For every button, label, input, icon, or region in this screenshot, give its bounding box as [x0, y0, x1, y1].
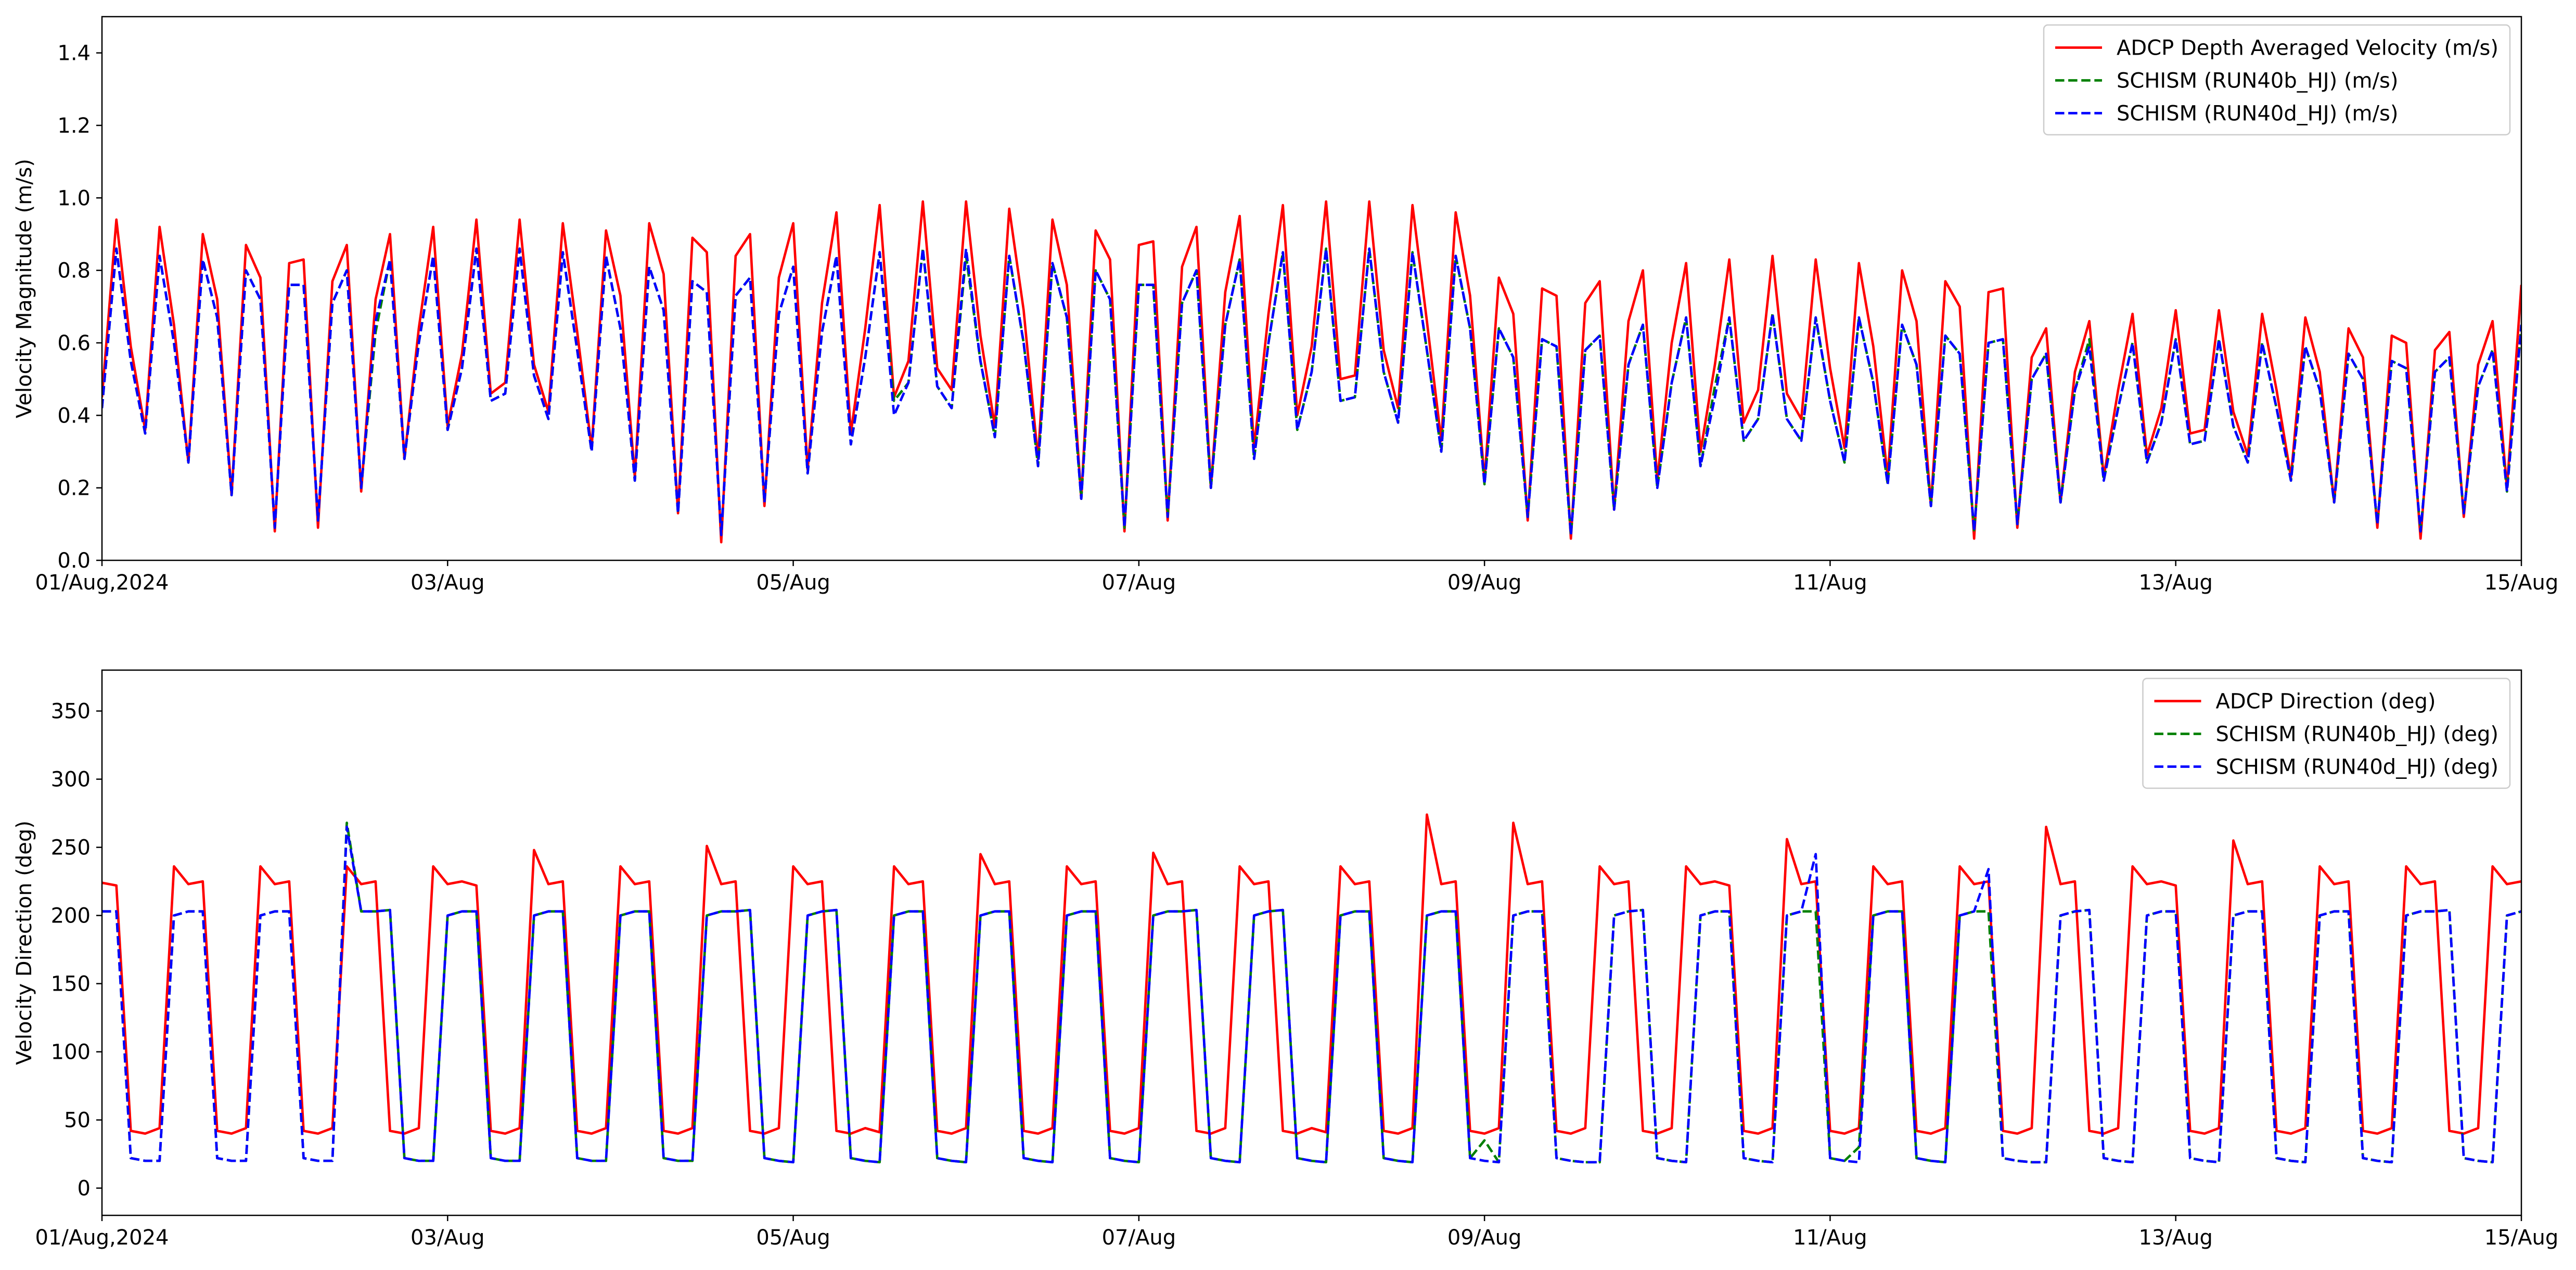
legend-label: ADCP Depth Averaged Velocity (m/s)	[2117, 36, 2498, 60]
y-tick-label: 0.0	[57, 549, 91, 573]
y-tick-label: 350	[51, 700, 91, 724]
x-tick-label: 15/Aug	[2484, 1226, 2558, 1250]
x-tick-label: 13/Aug	[2138, 571, 2212, 595]
y-tick-label: 200	[51, 904, 91, 928]
y-tick-label: 0.6	[57, 331, 91, 355]
y-tick-label: 100	[51, 1041, 91, 1064]
axes-frame	[101, 669, 2522, 1216]
legend-label: ADCP Direction (deg)	[2216, 690, 2436, 714]
data-line	[102, 813, 2521, 1135]
x-tick-label: 03/Aug	[411, 1226, 484, 1250]
data-line	[102, 825, 2521, 1164]
y-tick-label: 0	[78, 1177, 91, 1201]
legend-label: SCHISM (RUN40d_HJ) (deg)	[2216, 755, 2499, 779]
y-tick-label: 300	[51, 768, 91, 792]
y-tick-label: 0.8	[57, 259, 91, 283]
x-tick-label: 11/Aug	[1793, 571, 1867, 595]
x-tick-label: 01/Aug,2024	[35, 571, 169, 595]
x-tick-label: 01/Aug,2024	[35, 1226, 169, 1250]
legend-box	[2142, 677, 2511, 789]
x-tick-label: 03/Aug	[411, 571, 484, 595]
x-tick-label: 07/Aug	[1102, 1226, 1176, 1250]
x-tick-label: 09/Aug	[1447, 571, 1521, 595]
x-tick-label: 15/Aug	[2484, 571, 2558, 595]
y-tick-label: 1.0	[57, 186, 91, 210]
x-tick-label: 05/Aug	[756, 1226, 830, 1250]
y-tick-label: 0.4	[57, 404, 91, 428]
legend: ADCP Depth Averaged Velocity (m/s) SCHISM…	[2043, 24, 2511, 136]
data-line	[102, 247, 2521, 536]
y-tick-label: 50	[64, 1109, 91, 1133]
y-axis-label: Velocity Magnitude (m/s)	[12, 159, 36, 418]
legend: ADCP Direction (deg) SCHISM (RUN40b_HJ) (…	[2142, 677, 2511, 789]
y-tick-label: 1.4	[57, 42, 91, 66]
legend-label: SCHISM (RUN40d_HJ) (m/s)	[2117, 102, 2398, 126]
legend-box	[2043, 24, 2511, 136]
y-tick-label: 0.2	[57, 477, 91, 501]
x-tick-label: 05/Aug	[756, 571, 830, 595]
x-tick-label: 07/Aug	[1102, 571, 1176, 595]
legend-label: SCHISM (RUN40b_HJ) (deg)	[2216, 723, 2499, 747]
x-tick-label: 09/Aug	[1447, 1226, 1521, 1250]
axes-frame	[101, 16, 2522, 561]
x-tick-label: 11/Aug	[1793, 1226, 1867, 1250]
legend-label: SCHISM (RUN40b_HJ) (m/s)	[2117, 69, 2398, 93]
y-tick-label: 150	[51, 972, 91, 996]
y-tick-label: 250	[51, 836, 91, 860]
y-axis-label: Velocity Direction (deg)	[12, 820, 36, 1065]
y-tick-label: 1.2	[57, 114, 91, 138]
x-tick-label: 13/Aug	[2138, 1226, 2212, 1250]
